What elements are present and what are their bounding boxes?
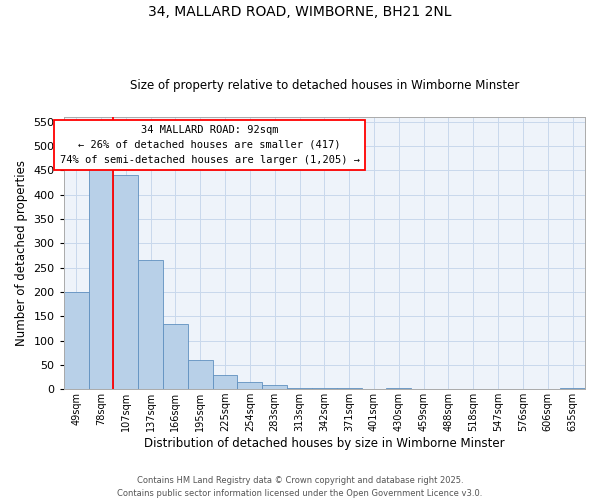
Title: Size of property relative to detached houses in Wimborne Minster: Size of property relative to detached ho…	[130, 79, 519, 92]
Bar	[312, 388, 337, 389]
Bar	[113, 175, 138, 389]
Bar	[262, 386, 287, 389]
Bar	[89, 168, 113, 389]
Bar	[212, 374, 238, 389]
Text: 34 MALLARD ROAD: 92sqm
← 26% of detached houses are smaller (417)
74% of semi-de: 34 MALLARD ROAD: 92sqm ← 26% of detached…	[59, 125, 359, 164]
Bar	[287, 388, 312, 389]
Bar	[64, 292, 89, 389]
Y-axis label: Number of detached properties: Number of detached properties	[15, 160, 28, 346]
Text: 34, MALLARD ROAD, WIMBORNE, BH21 2NL: 34, MALLARD ROAD, WIMBORNE, BH21 2NL	[148, 5, 452, 19]
Bar	[238, 382, 262, 389]
Bar	[560, 388, 585, 389]
Bar	[163, 324, 188, 389]
Bar	[188, 360, 212, 389]
Bar	[337, 388, 362, 389]
X-axis label: Distribution of detached houses by size in Wimborne Minster: Distribution of detached houses by size …	[144, 437, 505, 450]
Text: Contains HM Land Registry data © Crown copyright and database right 2025.
Contai: Contains HM Land Registry data © Crown c…	[118, 476, 482, 498]
Bar	[138, 260, 163, 389]
Bar	[386, 388, 411, 389]
